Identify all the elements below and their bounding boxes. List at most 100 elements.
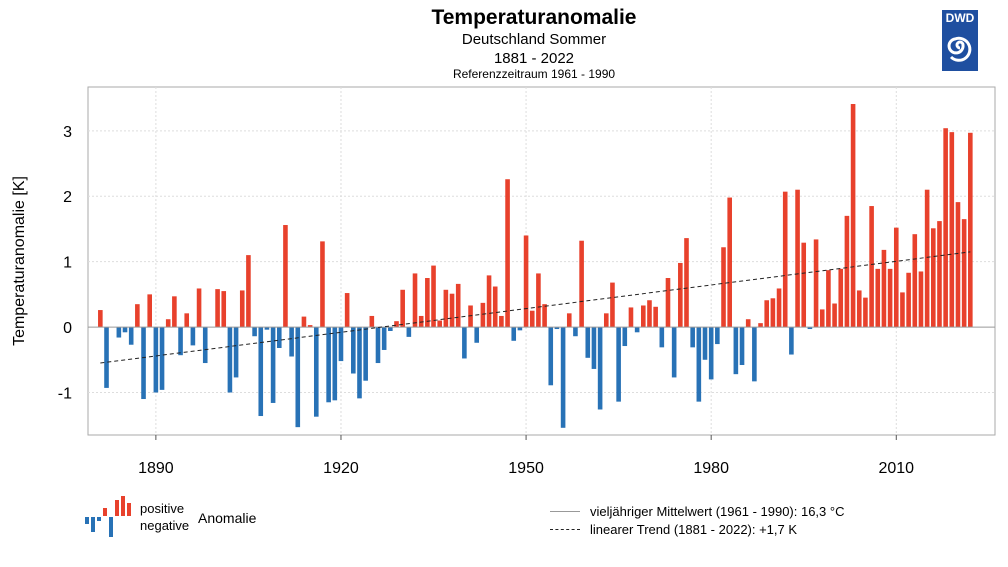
bar-1886 <box>128 327 134 345</box>
bar-1955 <box>554 327 560 330</box>
chart-subtitle-region: Deutschland Sommer <box>461 31 607 48</box>
bar-1921 <box>344 293 350 328</box>
dwd-logo-text: DWD <box>945 11 975 25</box>
bar-1908 <box>264 327 270 330</box>
legend-trend: linearer Trend (1881 - 2022): +1,7 K <box>590 522 798 537</box>
bar-1884 <box>116 327 122 338</box>
bar-1940 <box>462 327 467 359</box>
bar-1910 <box>276 327 282 348</box>
bar-1978 <box>696 327 702 402</box>
x-tick-label: 1920 <box>323 460 359 477</box>
bar-1920 <box>338 327 344 362</box>
bar-1964 <box>610 282 615 328</box>
bar-1935 <box>431 265 436 328</box>
bar-1930 <box>400 289 405 328</box>
bar-1997 <box>813 239 819 328</box>
bar-2007 <box>875 268 881 328</box>
bar-1916 <box>313 327 319 417</box>
bar-1982 <box>721 247 726 328</box>
bar-1973 <box>665 278 671 328</box>
bar-2005 <box>863 297 868 328</box>
bar-1957 <box>566 313 572 328</box>
bar-1987 <box>752 327 757 382</box>
bar-1934 <box>425 278 430 328</box>
bar-1966 <box>622 327 628 347</box>
bar-1939 <box>455 283 461 328</box>
bar-2017 <box>937 221 942 328</box>
bar-1986 <box>745 319 751 328</box>
bar-1895 <box>184 313 190 328</box>
y-tick-label: 3 <box>63 124 72 141</box>
bar-1902 <box>227 327 233 393</box>
spiral-icon <box>947 36 972 62</box>
chart-subtitle-reference: Referenzzeitraum 1961 - 1990 <box>452 67 616 81</box>
bar-1968 <box>634 327 640 333</box>
bar-1925 <box>369 315 375 328</box>
bar-1887 <box>135 304 140 328</box>
bar-1967 <box>628 307 634 328</box>
bar-2016 <box>930 228 936 328</box>
bar-2011 <box>900 292 905 328</box>
bar-1979 <box>702 327 708 360</box>
bar-1989 <box>764 300 770 328</box>
y-tick-label: 1 <box>63 255 72 272</box>
bar-1898 <box>202 327 208 364</box>
bar-1893 <box>172 296 177 328</box>
bar-1991 <box>776 288 782 328</box>
bar-1906 <box>252 327 257 337</box>
bar-1892 <box>165 319 171 328</box>
bar-1927 <box>381 327 387 350</box>
bar-1971 <box>653 306 658 328</box>
bar-1977 <box>690 327 695 348</box>
dwd-logo: DWD <box>942 10 978 71</box>
bar-1896 <box>190 327 196 346</box>
bar-1907 <box>258 327 264 417</box>
anomaly-legend-icon <box>85 496 131 537</box>
bar-2004 <box>856 290 862 328</box>
bar-1891 <box>159 327 165 390</box>
bar-1956 <box>560 327 566 428</box>
bar-1974 <box>671 327 677 378</box>
bar-1924 <box>363 327 368 381</box>
bar-1945 <box>492 286 498 328</box>
bar-1963 <box>603 313 609 328</box>
bar-1952 <box>536 273 541 328</box>
bar-1897 <box>196 288 202 328</box>
bar-1995 <box>801 242 807 328</box>
bar-2003 <box>850 104 856 328</box>
bar-1953 <box>542 304 547 328</box>
bar-1960 <box>585 327 591 358</box>
bar-2012 <box>906 272 911 328</box>
bar-1961 <box>591 327 597 369</box>
bar-1926 <box>375 327 381 364</box>
x-tick-label: 1950 <box>508 460 544 477</box>
bar-1992 <box>782 191 788 328</box>
bar-1975 <box>678 262 683 328</box>
bar-1894 <box>178 327 183 356</box>
legend-positive: positive <box>140 501 185 516</box>
bar-1993 <box>789 327 794 355</box>
bar-1932 <box>412 273 418 328</box>
bar-2020 <box>955 202 961 328</box>
bar-2019 <box>949 132 955 328</box>
bar-1980 <box>708 327 714 380</box>
bar-1944 <box>486 275 492 328</box>
bar-1931 <box>406 327 412 337</box>
bar-1962 <box>597 327 603 410</box>
bar-1984 <box>733 327 739 375</box>
bar-1985 <box>739 327 745 366</box>
bar-1917 <box>320 241 325 328</box>
bar-1976 <box>684 238 689 328</box>
y-tick-label: -1 <box>58 385 72 402</box>
bar-1913 <box>295 327 301 428</box>
bar-1885 <box>122 327 128 333</box>
bar-2014 <box>918 271 924 328</box>
bar-1922 <box>351 327 356 374</box>
bar-2022 <box>968 132 973 328</box>
bar-1972 <box>659 327 665 348</box>
chart-title: Temperaturanomalie <box>431 6 637 29</box>
legend-mean: vieljähriger Mittelwert (1961 - 1990): 1… <box>590 504 845 519</box>
bar-1938 <box>449 293 455 328</box>
bar-1936 <box>437 320 442 328</box>
